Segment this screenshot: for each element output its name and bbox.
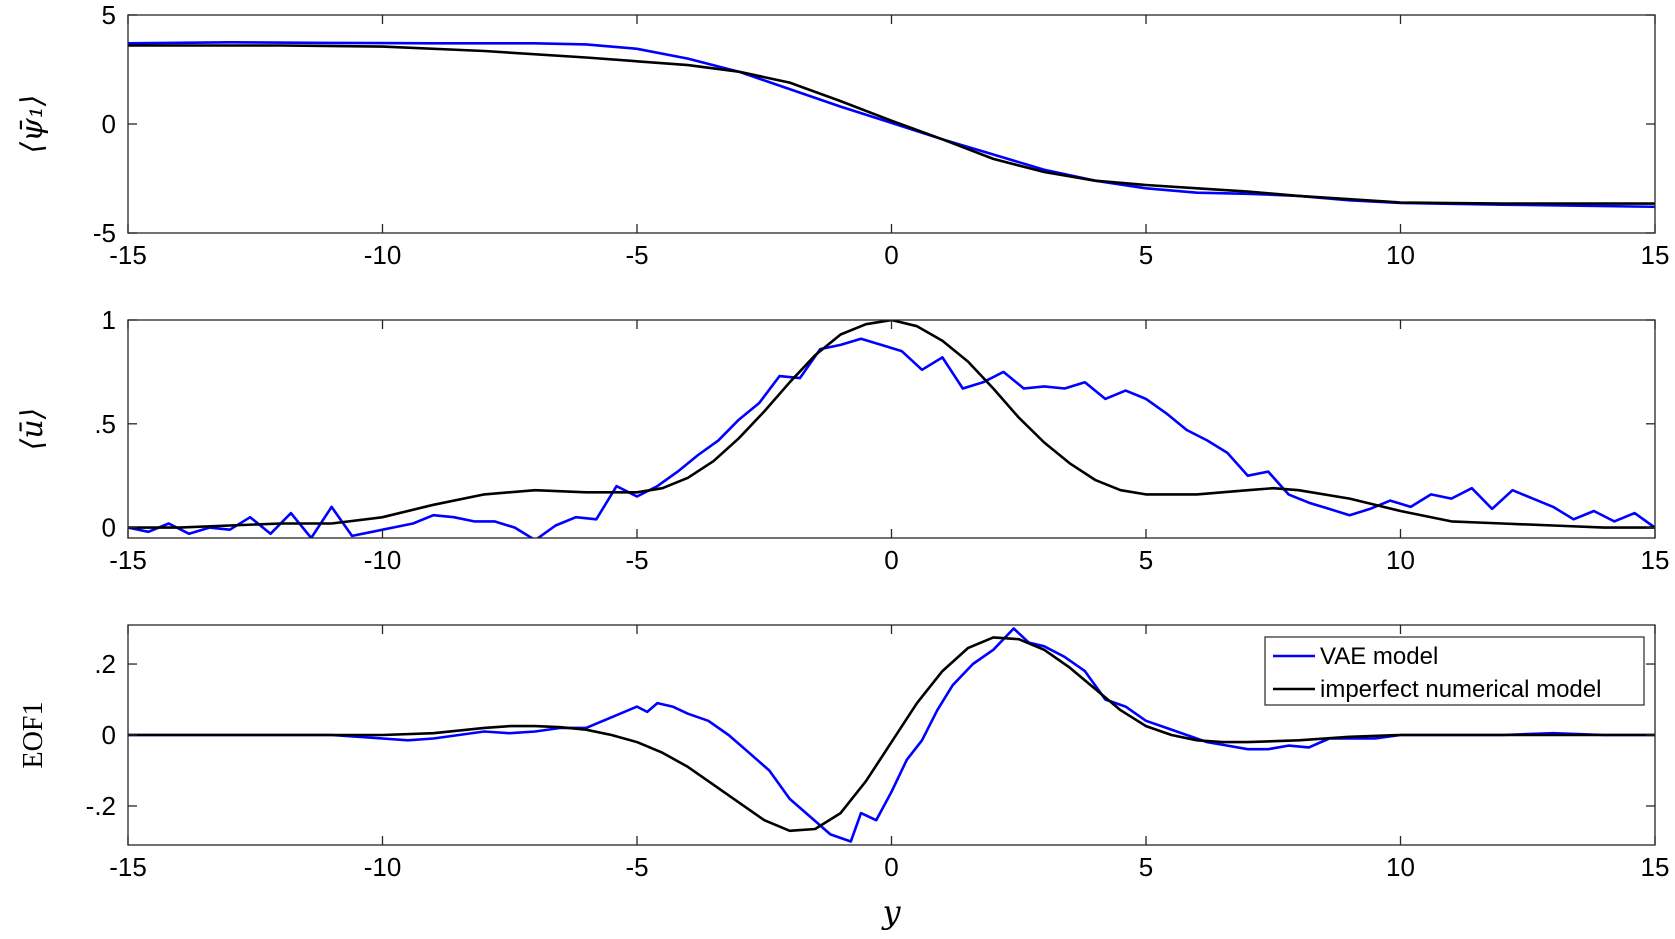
x-tick-label: 15	[1641, 240, 1670, 270]
y-axis-label: EOF1	[18, 702, 49, 769]
x-tick-label: -15	[109, 852, 147, 882]
x-tick-label: -15	[109, 545, 147, 575]
legend-label: VAE model	[1320, 643, 1438, 670]
x-tick-label: 15	[1641, 545, 1670, 575]
y-tick-label: 5	[102, 0, 116, 30]
series-line-vae	[128, 627, 1655, 843]
y-tick-label: -.2	[86, 791, 116, 821]
y-axis-label: ⟨ū⟩	[15, 408, 50, 451]
x-tick-label: 0	[884, 240, 898, 270]
y-tick-label: 1	[102, 305, 116, 335]
x-tick-label: 5	[1139, 240, 1153, 270]
x-tick-label: -10	[364, 852, 402, 882]
x-tick-label: -5	[625, 852, 648, 882]
y-tick-label: .5	[94, 409, 116, 439]
x-tick-label: 10	[1386, 545, 1415, 575]
series-line-numerical	[128, 636, 1655, 833]
psi-panel: -15 -10 -5 0 5 10 15 -5 0 5 ⟨ψ̄₁⟩	[15, 0, 1669, 270]
eof1-panel: -15 -10 -5 0 5 10 15 -.2 0 .2 EOF1 y VAE model imperf…	[18, 624, 1670, 931]
x-tick-label: -5	[625, 545, 648, 575]
x-tick-label: 0	[884, 545, 898, 575]
x-tick-label: 5	[1139, 852, 1153, 882]
y-tick-label: 0	[102, 109, 116, 139]
x-tick-label: -15	[109, 240, 147, 270]
series-line-numerical	[128, 320, 1655, 529]
legend-label: imperfect numerical model	[1320, 676, 1601, 703]
y-tick-label: 0	[102, 720, 116, 750]
x-tick-label: 0	[884, 852, 898, 882]
y-tick-label: 0	[102, 513, 116, 543]
series-line-numerical	[128, 44, 1655, 205]
series-line-vae	[128, 337, 1655, 538]
x-tick-label: -10	[364, 240, 402, 270]
x-tick-label: 5	[1139, 545, 1153, 575]
x-tick-label: 10	[1386, 852, 1415, 882]
y-axis-label: ⟨ψ̄₁⟩	[15, 95, 50, 154]
legend-box	[1264, 636, 1645, 706]
y-tick-label: -5	[93, 218, 116, 248]
axes-box	[127, 319, 1656, 539]
x-axis-label: y	[880, 893, 901, 931]
u-panel: -15 -10 -5 0 5 10 15 0 .5 1 ⟨ū⟩	[15, 305, 1669, 575]
x-tick-label: 15	[1641, 852, 1670, 882]
y-tick-label: .2	[94, 649, 116, 679]
x-tick-label: -5	[625, 240, 648, 270]
legend: VAE model imperfect numerical model	[1264, 636, 1645, 706]
x-tick-label: 10	[1386, 240, 1415, 270]
x-tick-label: -10	[364, 545, 402, 575]
series-line-vae	[128, 41, 1655, 209]
